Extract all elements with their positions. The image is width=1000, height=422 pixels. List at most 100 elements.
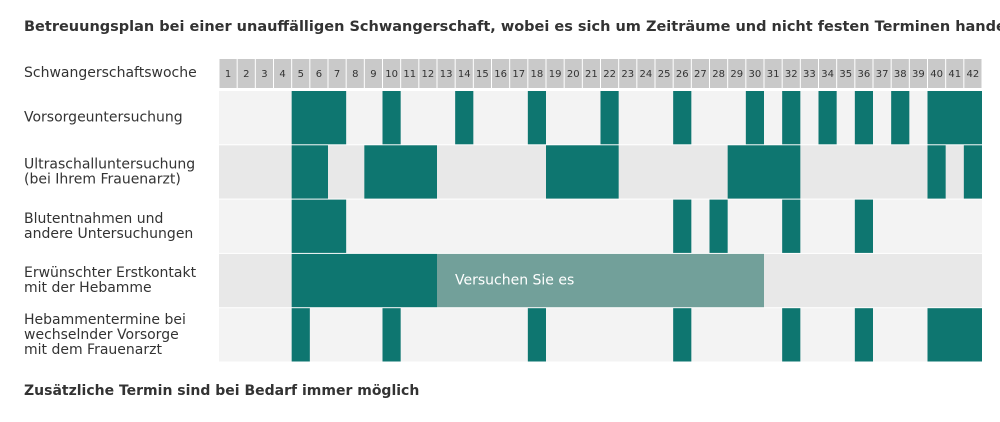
week-cell: [837, 59, 855, 88]
week-cell: [328, 59, 346, 88]
attempt-bar: [437, 253, 764, 308]
span-bar: [782, 199, 801, 253]
week-label: 41: [948, 69, 961, 80]
span-bar: [600, 91, 619, 145]
week-label: 31: [767, 69, 780, 80]
week-label: 12: [422, 69, 435, 80]
attempt-label: Versuchen Sie es: [455, 273, 574, 289]
week-cell: [673, 59, 691, 88]
week-label: 23: [621, 69, 634, 80]
week-cell: [546, 59, 564, 88]
week-label: 8: [352, 69, 358, 80]
row-label: andere Untersuchungen: [24, 226, 193, 242]
week-cell: [873, 59, 891, 88]
week-cell: [691, 59, 709, 88]
week-label: 17: [512, 69, 525, 80]
week-label: 20: [567, 69, 580, 80]
span-bar: [382, 91, 401, 145]
week-label: 28: [712, 69, 725, 80]
span-bar: [709, 199, 728, 253]
axis-label: Schwangerschaftswoche: [24, 65, 197, 81]
week-label: 42: [967, 69, 980, 80]
span-bar: [745, 91, 764, 145]
span-bar: [854, 308, 873, 362]
week-label: 26: [676, 69, 689, 80]
span-bar: [818, 91, 837, 145]
span-bar: [364, 145, 437, 199]
week-cell: [401, 59, 419, 88]
week-label: 4: [279, 69, 285, 80]
span-bar: [963, 145, 982, 199]
week-cell: [655, 59, 673, 88]
row-label: Hebammentermine bei: [24, 312, 186, 328]
span-bar: [782, 91, 801, 145]
week-cell: [437, 59, 455, 88]
week-label: 2: [243, 69, 249, 80]
span-bar: [854, 199, 873, 253]
chart-title: Betreuungsplan bei einer unauffälligen S…: [24, 19, 1000, 35]
week-cell: [782, 59, 800, 88]
span-bar: [927, 91, 982, 145]
week-cell: [455, 59, 473, 88]
span-bar: [291, 253, 437, 308]
row-label: (bei Ihrem Frauenarzt): [24, 171, 181, 187]
span-bar: [927, 145, 946, 199]
week-cell: [364, 59, 382, 88]
week-label: 40: [930, 69, 943, 80]
week-cell: [346, 59, 364, 88]
week-cell: [310, 59, 328, 88]
week-label: 5: [298, 69, 304, 80]
week-label: 37: [876, 69, 889, 80]
week-label: 22: [603, 69, 616, 80]
week-label: 34: [821, 69, 834, 80]
span-bar: [546, 145, 619, 199]
week-cell: [510, 59, 528, 88]
week-cell: [237, 59, 255, 88]
week-cell: [819, 59, 837, 88]
week-label: 32: [785, 69, 798, 80]
week-cell: [764, 59, 782, 88]
week-cell: [492, 59, 510, 88]
week-cell: [964, 59, 982, 88]
span-bar: [673, 199, 692, 253]
week-cell: [582, 59, 600, 88]
week-label: 6: [316, 69, 322, 80]
span-bar: [527, 308, 546, 362]
week-cell: [928, 59, 946, 88]
span-bar: [782, 308, 801, 362]
span-bar: [455, 91, 474, 145]
week-label: 11: [403, 69, 416, 80]
row-label: Erwünschter Erstkontakt: [24, 265, 197, 281]
week-label: 3: [261, 69, 267, 80]
week-label: 24: [640, 69, 653, 80]
week-label: 38: [894, 69, 907, 80]
week-cell: [528, 59, 546, 88]
week-cell: [473, 59, 491, 88]
week-label: 1: [225, 69, 231, 80]
week-cell: [383, 59, 401, 88]
span-bar: [727, 145, 801, 199]
week-cell: [292, 59, 310, 88]
week-label: 13: [440, 69, 453, 80]
week-label: 33: [803, 69, 816, 80]
week-cell: [637, 59, 655, 88]
row-label: mit der Hebamme: [24, 280, 152, 296]
week-cell: [419, 59, 437, 88]
week-cell: [255, 59, 273, 88]
week-label: 39: [912, 69, 925, 80]
week-cell: [746, 59, 764, 88]
week-cell: [909, 59, 927, 88]
week-cell: [564, 59, 582, 88]
span-bar: [291, 145, 328, 199]
week-cell: [710, 59, 728, 88]
week-label: 16: [494, 69, 507, 80]
span-bar: [527, 91, 546, 145]
row-label: Blutentnahmen und: [24, 211, 163, 227]
week-label: 19: [549, 69, 562, 80]
week-label: 15: [476, 69, 489, 80]
week-cell: [274, 59, 292, 88]
week-cell: [601, 59, 619, 88]
row-label: wechselnder Vorsorge: [24, 327, 179, 343]
week-cell: [728, 59, 746, 88]
